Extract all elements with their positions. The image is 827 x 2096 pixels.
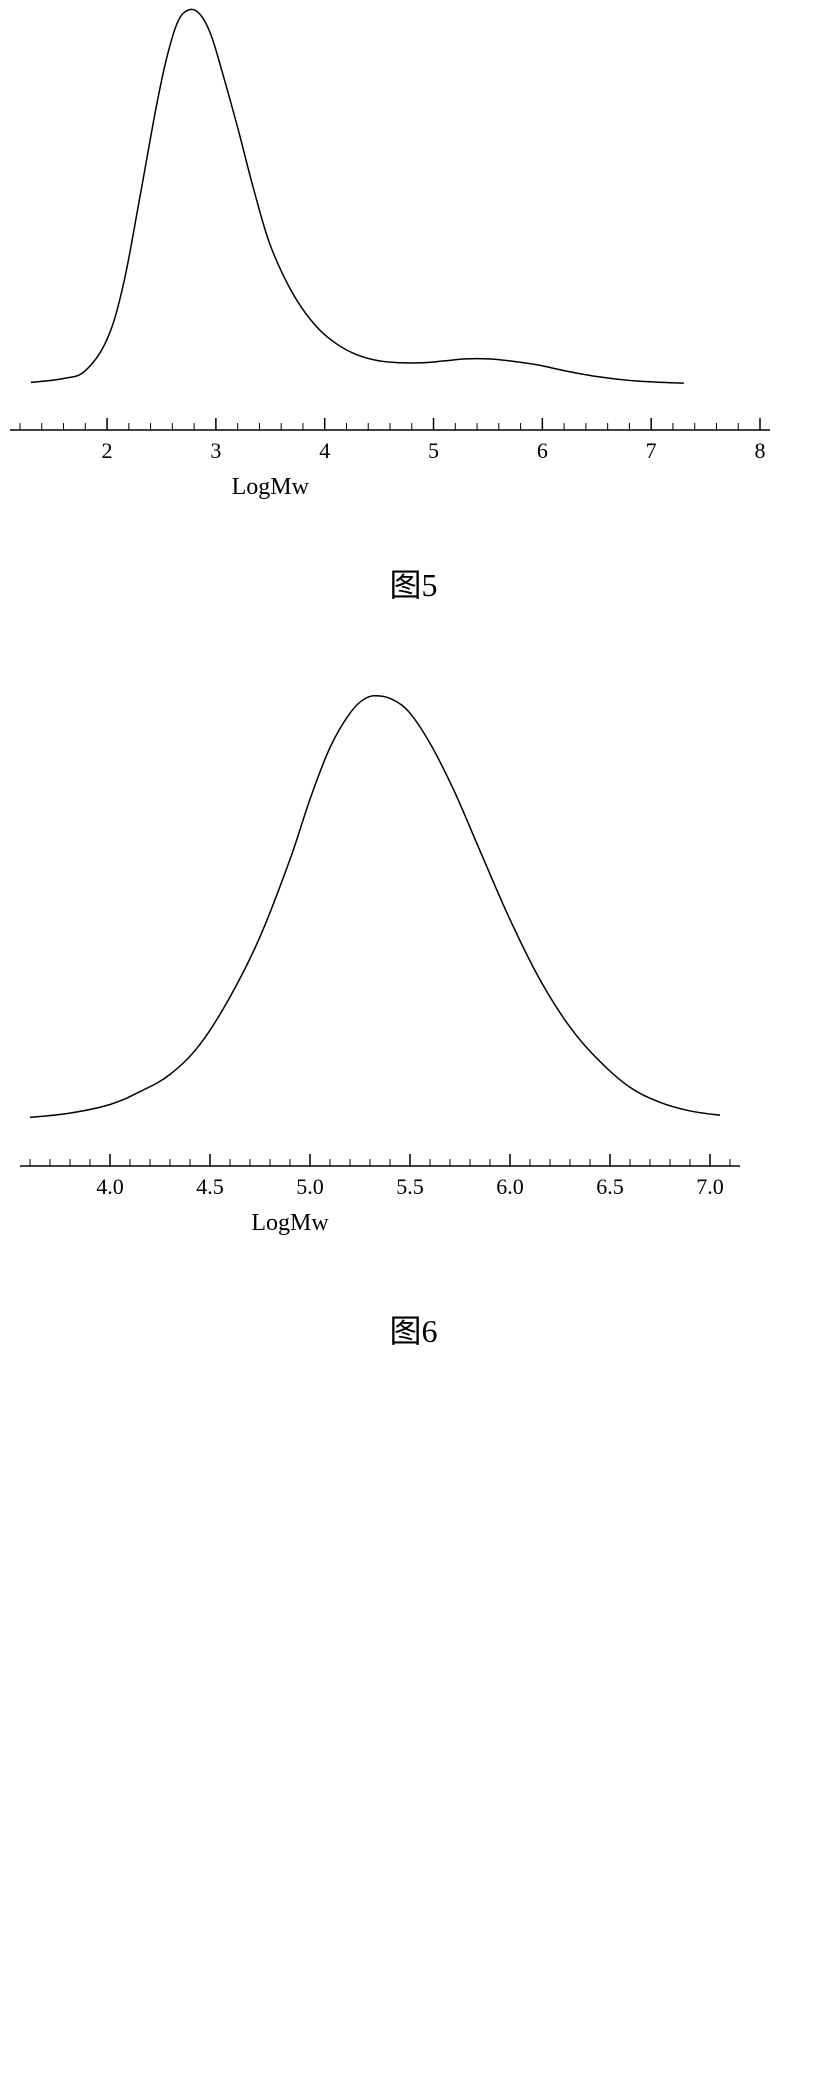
tick-label: 7.0 [696,1174,724,1199]
figure-6-caption: 图6 [0,1306,827,1352]
tick-label: 7 [646,438,657,463]
curve [31,9,684,383]
tick-label: 6 [537,438,548,463]
tick-label: 5.5 [396,1174,424,1199]
tick-label: 4.5 [196,1174,224,1199]
tick-label: 6.5 [596,1174,624,1199]
tick-label: 8 [755,438,766,463]
x-axis-label: LogMw [232,474,310,500]
tick-label: 2 [102,438,113,463]
tick-label: 4 [319,438,330,463]
tick-label: 5.0 [296,1174,324,1199]
tick-label: 5 [428,438,439,463]
chart-6-svg: 4.0 4.5 5.0 5.5 6.0 6.5 7.0 LogMw [0,686,760,1266]
chart-5-svg: 2 3 4 5 6 7 8 LogMw [0,0,780,520]
tick-label: 4.0 [96,1174,124,1199]
figure-5-caption: 图5 [0,560,827,606]
tick-label: 6.0 [496,1174,524,1199]
curve [30,696,720,1118]
figure-6: 4.0 4.5 5.0 5.5 6.0 6.5 7.0 LogMw 图6 [0,686,827,1352]
x-axis-label: LogMw [251,1210,329,1236]
figure-5: 2 3 4 5 6 7 8 LogMw 图5 [0,0,827,606]
tick-label: 3 [210,438,221,463]
